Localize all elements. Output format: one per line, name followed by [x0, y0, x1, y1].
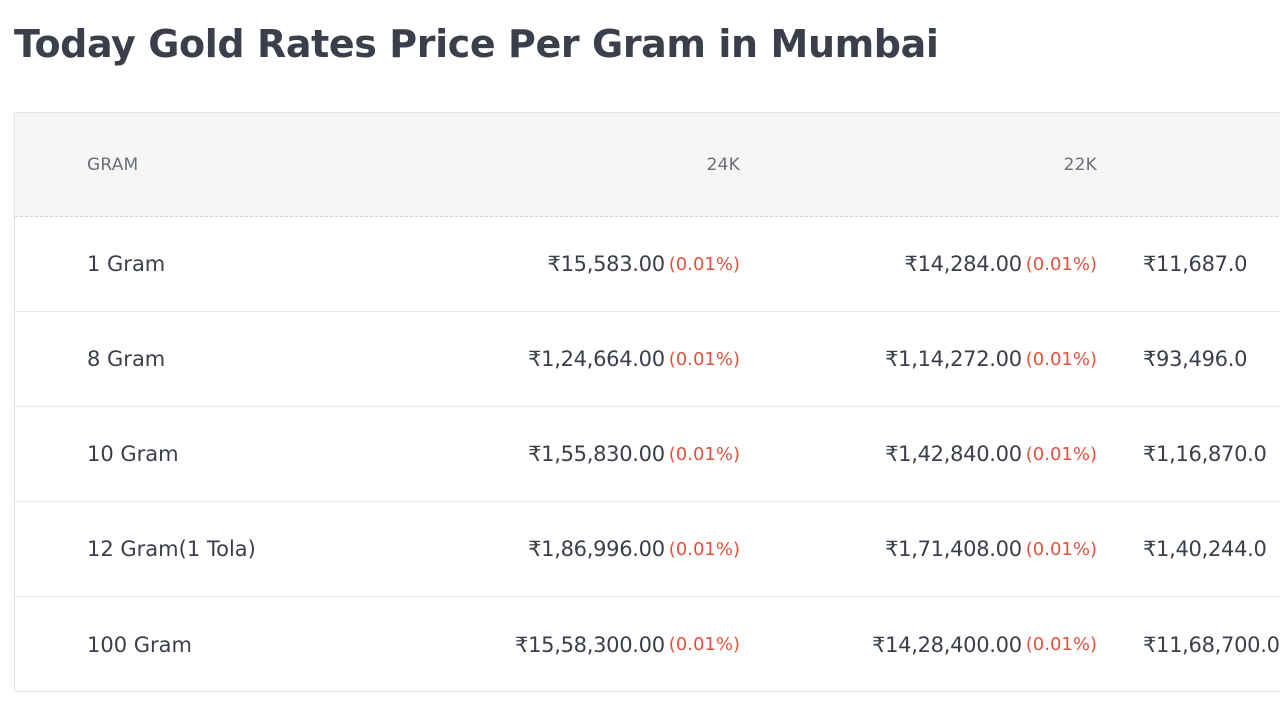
gram-cell: 1 Gram [87, 217, 165, 311]
price-18k: ₹93,496.0 [1143, 347, 1248, 371]
gram-cell: 8 Gram [87, 312, 165, 406]
price-18k: ₹11,68,700.0 [1143, 632, 1280, 657]
change-22k: (0.01%) [1025, 634, 1097, 655]
header-24k: 24K [706, 154, 740, 175]
price-22k-cell: ₹1,71,408.00 (0.01%) [885, 502, 1097, 596]
change-22k: (0.01%) [1025, 348, 1097, 370]
table-header-row: GRAM 24K 22K [15, 113, 1280, 217]
price-24k: ₹15,583.00 [547, 252, 666, 276]
change-24k: (0.01%) [668, 538, 740, 560]
change-24k: (0.01%) [668, 634, 740, 655]
change-22k: (0.01%) [1025, 538, 1097, 560]
table-row: 8 Gram ₹1,24,664.00 (0.01%) ₹1,14,272.00(… [15, 312, 1280, 407]
price-22k: ₹1,71,408.00 [885, 537, 1022, 561]
price-18k-cell: ₹11,68,700.0 [1143, 597, 1280, 691]
gram-label: 1 Gram [87, 252, 166, 276]
price-22k: ₹1,14,272.00 [885, 347, 1022, 371]
price-22k-cell: ₹14,28,400.00 (0.01%) [872, 597, 1097, 691]
change-22k: (0.01%) [1025, 443, 1097, 465]
gram-label: 8 Gram [87, 347, 166, 371]
price-18k: ₹1,40,244.0 [1143, 537, 1267, 561]
change-24k: (0.01%) [668, 443, 740, 465]
gold-rates-table: GRAM 24K 22K 1 Gram ₹15,583.00 (0.01%) ₹1… [14, 112, 1280, 692]
price-18k-cell: ₹1,16,870.0 [1143, 407, 1267, 501]
price-22k: ₹14,284.00 [904, 252, 1023, 276]
price-22k-cell: ₹14,284.00 (0.01%) [905, 217, 1097, 311]
price-24k-cell: ₹1,24,664.00 (0.01%) [528, 312, 740, 406]
price-24k: ₹15,58,300.00 [515, 632, 665, 657]
price-24k-cell: ₹15,583.00 (0.01%) [548, 217, 740, 311]
price-18k: ₹1,16,870.0 [1143, 442, 1267, 466]
change-24k: (0.01%) [668, 348, 740, 370]
gram-cell: 100 Gram [87, 597, 192, 691]
price-24k: ₹1,55,830.00 [528, 442, 665, 466]
table-row: 100 Gram ₹15,58,300.00 (0.01%) ₹14,28,400… [15, 597, 1280, 691]
header-22k: 22K [1063, 154, 1097, 175]
price-18k-cell: ₹11,687.0 [1143, 217, 1247, 311]
gram-cell: 10 Gram [87, 407, 179, 501]
price-22k: ₹1,42,840.00 [885, 442, 1022, 466]
price-18k-cell: ₹93,496.0 [1143, 312, 1247, 406]
gram-cell: 12 Gram(1 Tola) [87, 502, 256, 596]
gram-label: 12 Gram(1 Tola) [87, 537, 256, 561]
price-18k: ₹11,687.0 [1143, 252, 1248, 276]
price-24k: ₹1,24,664.00 [528, 347, 665, 371]
gram-label: 100 Gram [87, 632, 192, 657]
price-22k-cell: ₹1,14,272.00 (0.01%) [885, 312, 1097, 406]
gram-label: 10 Gram [87, 442, 179, 466]
price-24k-cell: ₹1,55,830.00 (0.01%) [528, 407, 740, 501]
price-24k-cell: ₹15,58,300.00 (0.01%) [515, 597, 740, 691]
change-22k: (0.01%) [1025, 253, 1097, 275]
table-row: 1 Gram ₹15,583.00 (0.01%) ₹14,284.00 (0.01… [15, 217, 1280, 312]
table-row: 12 Gram(1 Tola) ₹1,86,996.00 (0.01%) ₹1,7… [15, 502, 1280, 597]
price-24k: ₹1,86,996.00 [528, 537, 665, 561]
price-22k-cell: ₹1,42,840.00 (0.01%) [885, 407, 1097, 501]
header-gram: GRAM [87, 154, 139, 175]
change-24k: (0.01%) [668, 253, 740, 275]
price-24k-cell: ₹1,86,996.00 (0.01%) [528, 502, 740, 596]
table-row: 10 Gram ₹1,55,830.00 (0.01%) ₹1,42,840.00… [15, 407, 1280, 502]
page-title: Today Gold Rates Price Per Gram in Mumba… [14, 22, 939, 66]
price-22k: ₹14,28,400.00 [872, 632, 1022, 657]
price-18k-cell: ₹1,40,244.0 [1143, 502, 1267, 596]
